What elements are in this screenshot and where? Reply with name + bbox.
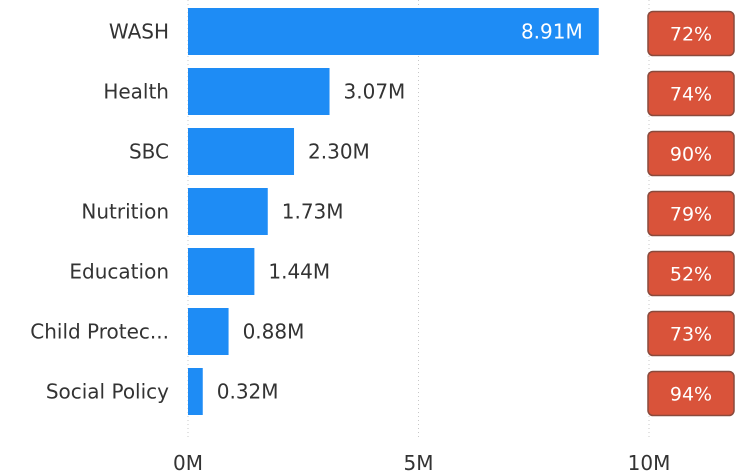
percent-badge-text: 72% [670,24,712,46]
value-labels: 8.91M 3.07M 2.30M 1.73M 1.44M 0.88M 0.32M [217,20,583,404]
bar [188,248,255,295]
value-label: 1.44M [268,260,330,284]
percent-badge [647,130,735,177]
bar [188,68,330,115]
value-label: 1.73M [282,200,344,224]
category-label: Nutrition [81,200,169,224]
percent-badge [647,370,735,417]
bar [188,188,268,235]
category-label: SBC [129,140,169,164]
percent-badge [647,70,735,117]
percent-badge-text: 73% [670,324,712,346]
value-label: 0.88M [243,320,305,344]
category-label: Child Protec... [30,320,169,344]
value-label: 8.91M [521,20,583,44]
percent-badge-text: 79% [670,204,712,226]
bar [188,128,295,175]
bar [188,368,203,415]
percent-badge-text: 52% [670,264,712,286]
percent-badge-text: 74% [670,84,712,106]
category-label: WASH [109,20,169,44]
percent-badges: 72% 74% 90% 79% 52% 73% 94% [647,10,735,417]
category-label: Health [103,80,169,104]
bar [188,8,599,55]
category-label: Education [69,260,169,284]
x-tick-label: 5M [404,451,434,475]
percent-badge [647,250,735,297]
x-tick-label: 10M [628,451,671,475]
value-label: 3.07M [344,80,406,104]
bars [188,8,599,415]
category-label: Social Policy [46,380,169,404]
percent-badge [647,310,735,357]
percent-badge [647,10,735,57]
percent-badge-text: 90% [670,144,712,166]
value-label: 0.32M [217,380,279,404]
bar [188,308,229,355]
category-labels: WASH Health SBC Nutrition Education Child Pro… [30,20,169,404]
percent-badge-text: 94% [670,384,712,406]
percent-badge [647,190,735,237]
x-tick-label: 0M [173,451,203,475]
x-axis-ticks: 0M 5M 10M [173,451,670,475]
value-label: 2.30M [308,140,370,164]
